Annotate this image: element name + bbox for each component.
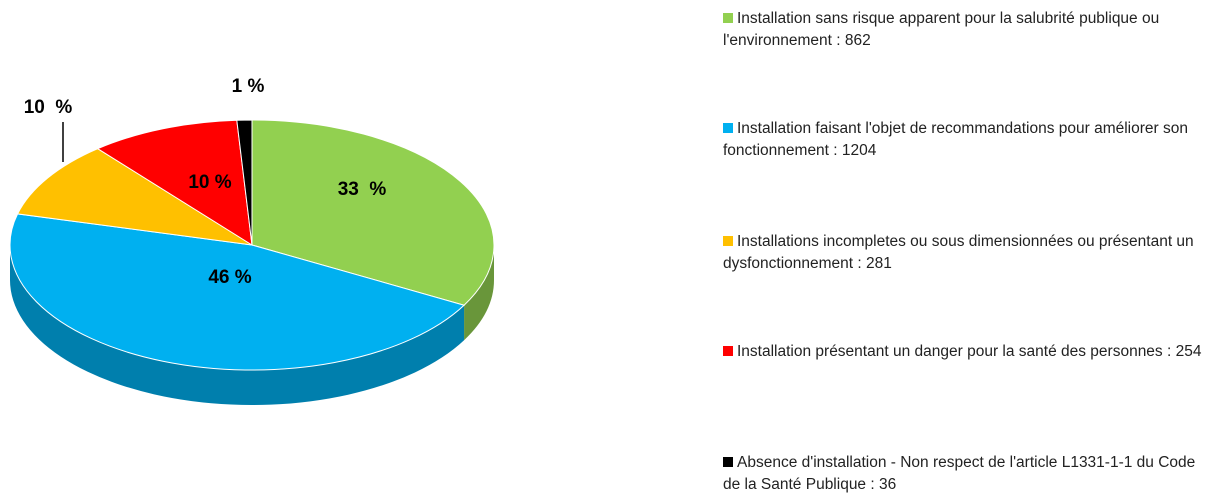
legend-swatch	[723, 346, 733, 356]
legend-swatch	[723, 13, 733, 23]
slice-side	[10, 245, 465, 405]
slice	[96, 119, 253, 246]
legend-entry: Installation présentant un danger pour l…	[723, 341, 1213, 363]
legend-entry: Installation sans risque apparent pour l…	[723, 8, 1213, 52]
legend-swatch	[723, 123, 733, 133]
data-label: 10 %	[24, 97, 73, 118]
legend-entry: Installations incompletes ou sous dimens…	[723, 231, 1213, 275]
legend-swatch	[723, 236, 733, 246]
data-label: 46 %	[208, 267, 251, 288]
legend-label: Installation présentant un danger pour l…	[737, 343, 1202, 360]
legend-label: Absence d'installation - Non respect de …	[723, 454, 1196, 493]
legend-label: Installations incompletes ou sous dimens…	[723, 233, 1194, 272]
data-label: 33 %	[338, 179, 387, 200]
data-label: 10 %	[188, 172, 231, 193]
slice	[251, 119, 495, 306]
legend-entry: Absence d'installation - Non respect de …	[723, 452, 1213, 496]
legend-swatch	[723, 457, 733, 467]
slice	[16, 148, 253, 246]
slice	[9, 213, 466, 371]
slice	[236, 119, 253, 246]
slice-side	[464, 245, 494, 341]
data-label: 1 %	[232, 76, 265, 97]
legend-label: Installation sans risque apparent pour l…	[723, 10, 1160, 49]
legend-label: Installation faisant l'objet de recomman…	[723, 120, 1188, 159]
legend-entry: Installation faisant l'objet de recomman…	[723, 118, 1213, 162]
